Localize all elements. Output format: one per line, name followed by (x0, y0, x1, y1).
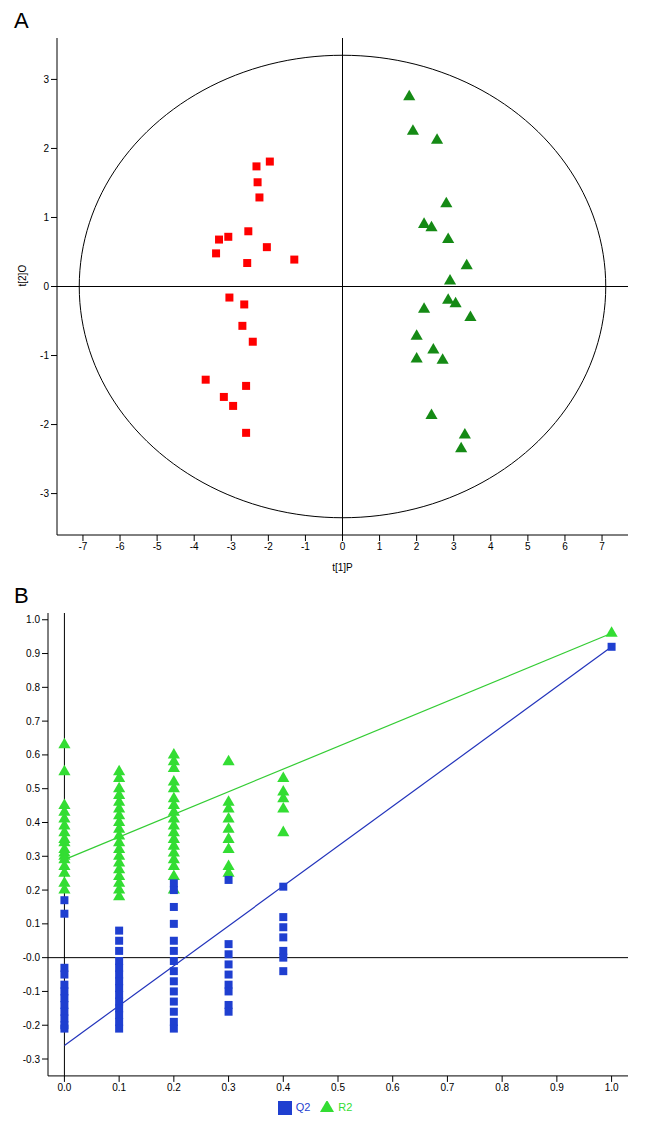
svg-text:-0.2: -0.2 (23, 1020, 41, 1031)
svg-text:-3: -3 (227, 541, 236, 552)
svg-text:0.2: 0.2 (167, 1082, 181, 1093)
svg-text:-7: -7 (79, 541, 88, 552)
svg-text:-3: -3 (40, 488, 49, 499)
svg-text:0.5: 0.5 (331, 1082, 345, 1093)
svg-text:0: 0 (340, 541, 346, 552)
svg-text:0.7: 0.7 (26, 716, 40, 727)
html-text:A: A (14, 8, 29, 33)
svg-text:0.9: 0.9 (26, 648, 40, 659)
svg-text:-5: -5 (153, 541, 162, 552)
svg-text:0.7: 0.7 (440, 1082, 454, 1093)
html-text:B: B (14, 583, 29, 608)
svg-text:t[1]P: t[1]P (332, 562, 353, 573)
svg-text:0.0: 0.0 (57, 1082, 71, 1093)
svg-text:4: 4 (488, 541, 494, 552)
svg-text:0.4: 0.4 (276, 1082, 290, 1093)
svg-text:2: 2 (414, 541, 420, 552)
svg-text:0.6: 0.6 (386, 1082, 400, 1093)
svg-text:-1: -1 (40, 350, 49, 361)
svg-text:1.0: 1.0 (605, 1082, 619, 1093)
svg-text:0.3: 0.3 (222, 1082, 236, 1093)
svg-text:-1: -1 (301, 541, 310, 552)
svg-text:-0.3: -0.3 (23, 1054, 41, 1065)
svg-text:0.5: 0.5 (26, 783, 40, 794)
svg-text:3: 3 (43, 74, 49, 85)
svg-text:0.8: 0.8 (495, 1082, 509, 1093)
svg-text:-2: -2 (264, 541, 273, 552)
svg-text:-2: -2 (40, 419, 49, 430)
svg-text:0.1: 0.1 (26, 918, 40, 929)
html-text:R2: R2 (338, 1100, 353, 1113)
svg-text:1: 1 (43, 212, 49, 223)
svg-text:0.8: 0.8 (26, 682, 40, 693)
svg-text:0: 0 (43, 281, 49, 292)
svg-text:1: 1 (377, 541, 383, 552)
svg-text:-4: -4 (190, 541, 199, 552)
svg-text:t[2]O: t[2]O (17, 265, 28, 287)
svg-text:0.6: 0.6 (26, 749, 40, 760)
svg-text:0.2: 0.2 (26, 885, 40, 896)
svg-text:-0.1: -0.1 (23, 986, 41, 997)
svg-text:6: 6 (562, 541, 568, 552)
svg-text:3: 3 (451, 541, 457, 552)
svg-text:0.4: 0.4 (26, 817, 40, 828)
svg-text:-0.0: -0.0 (23, 952, 41, 963)
svg-text:7: 7 (599, 541, 605, 552)
svg-text:0.9: 0.9 (550, 1082, 564, 1093)
svg-text:0.1: 0.1 (112, 1082, 126, 1093)
svg-text:1.0: 1.0 (26, 614, 40, 625)
html-text:Q2: Q2 (295, 1100, 311, 1113)
svg-text:2: 2 (43, 143, 49, 154)
svg-text:-6: -6 (116, 541, 125, 552)
svg-text:5: 5 (525, 541, 531, 552)
svg-text:0.3: 0.3 (26, 851, 40, 862)
